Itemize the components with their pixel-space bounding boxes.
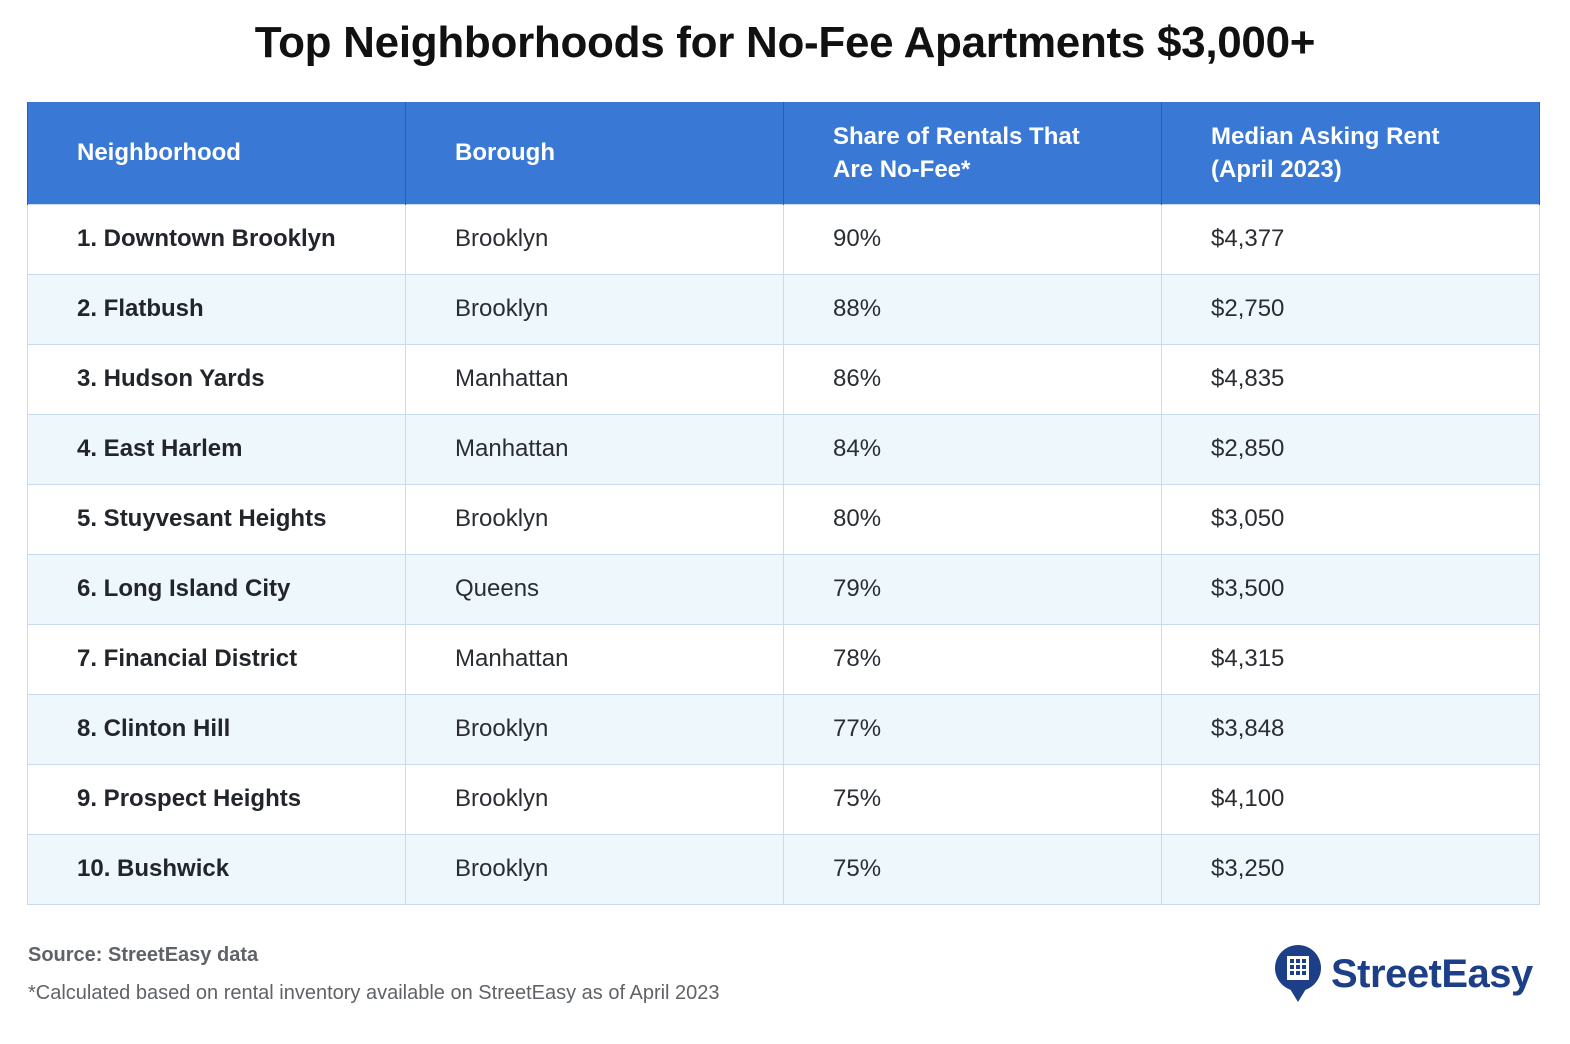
borough-cell: Brooklyn (405, 483, 784, 555)
table-row: 10. Bushwick Brooklyn 75% $3,250 (27, 833, 1540, 905)
table-row: 3. Hudson Yards Manhattan 86% $4,835 (27, 343, 1540, 415)
borough-cell: Manhattan (405, 343, 784, 415)
no-fee-share-cell: 77% (783, 693, 1162, 765)
median-rent-cell: $2,750 (1161, 273, 1540, 345)
page-title: Top Neighborhoods for No-Fee Apartments … (254, 18, 1316, 67)
no-fee-share-cell: 78% (783, 623, 1162, 695)
neighborhood-cell: 8. Clinton Hill (27, 693, 406, 765)
median-rent-cell: $3,500 (1161, 553, 1540, 625)
neighborhood-cell: 1. Downtown Brooklyn (27, 203, 406, 275)
median-rent-cell: $4,377 (1161, 203, 1540, 275)
no-fee-share-cell: 80% (783, 483, 1162, 555)
source-note: Source: StreetEasy data (28, 944, 259, 966)
table-row: 2. Flatbush Brooklyn 88% $2,750 (27, 273, 1540, 345)
borough-cell: Queens (405, 553, 784, 625)
table-row: 1. Downtown Brooklyn Brooklyn 90% $4,377 (27, 203, 1540, 275)
column-header-borough: Borough (405, 102, 784, 204)
borough-cell: Brooklyn (405, 273, 784, 345)
footnote: *Calculated based on rental inventory av… (28, 982, 720, 1004)
borough-cell: Manhattan (405, 623, 784, 695)
median-rent-cell: $4,100 (1161, 763, 1540, 835)
table-row: 4. East Harlem Manhattan 84% $2,850 (27, 413, 1540, 485)
no-fee-share-cell: 86% (783, 343, 1162, 415)
column-header-no-fee-share: Share of Rentals That Are No-Fee* (783, 102, 1162, 204)
table-row: 5. Stuyvesant Heights Brooklyn 80% $3,050 (27, 483, 1540, 555)
median-rent-cell: $2,850 (1161, 413, 1540, 485)
neighborhood-cell: 3. Hudson Yards (27, 343, 406, 415)
no-fee-share-cell: 88% (783, 273, 1162, 345)
median-rent-cell: $4,315 (1161, 623, 1540, 695)
table-body: 1. Downtown Brooklyn Brooklyn 90% $4,377 2. … (27, 203, 1540, 905)
neighborhood-cell: 5. Stuyvesant Heights (27, 483, 406, 555)
no-fee-share-cell: 90% (783, 203, 1162, 275)
borough-cell: Brooklyn (405, 203, 784, 275)
median-rent-cell: $3,848 (1161, 693, 1540, 765)
median-rent-cell: $3,050 (1161, 483, 1540, 555)
no-fee-share-cell: 79% (783, 553, 1162, 625)
table-row: 8. Clinton Hill Brooklyn 77% $3,848 (27, 693, 1540, 765)
borough-cell: Brooklyn (405, 833, 784, 905)
borough-cell: Manhattan (405, 413, 784, 485)
neighborhood-cell: 9. Prospect Heights (27, 763, 406, 835)
median-rent-cell: $3,250 (1161, 833, 1540, 905)
neighborhood-cell: 7. Financial District (27, 623, 406, 695)
neighborhood-cell: 4. East Harlem (27, 413, 406, 485)
brand-name: StreetEasy (1331, 951, 1533, 996)
median-rent-cell: $4,835 (1161, 343, 1540, 415)
column-header-median-rent: Median Asking Rent (April 2023) (1161, 102, 1540, 204)
borough-cell: Brooklyn (405, 693, 784, 765)
neighborhood-cell: 2. Flatbush (27, 273, 406, 345)
neighborhood-cell: 10. Bushwick (27, 833, 406, 905)
table-row: 6. Long Island City Queens 79% $3,500 (27, 553, 1540, 625)
streeteasy-logo: StreetEasy (1273, 944, 1533, 1004)
no-fee-share-cell: 75% (783, 833, 1162, 905)
data-table: Neighborhood Borough Share of Rentals Th… (27, 102, 1540, 905)
header-row: Neighborhood Borough Share of Rentals Th… (27, 102, 1540, 204)
no-fee-share-cell: 84% (783, 413, 1162, 485)
borough-cell: Brooklyn (405, 763, 784, 835)
building-pin-icon (1275, 945, 1321, 1002)
table-row: 9. Prospect Heights Brooklyn 75% $4,100 (27, 763, 1540, 835)
table-row: 7. Financial District Manhattan 78% $4,315 (27, 623, 1540, 695)
neighborhood-cell: 6. Long Island City (27, 553, 406, 625)
no-fee-share-cell: 75% (783, 763, 1162, 835)
column-header-neighborhood: Neighborhood (27, 102, 406, 204)
